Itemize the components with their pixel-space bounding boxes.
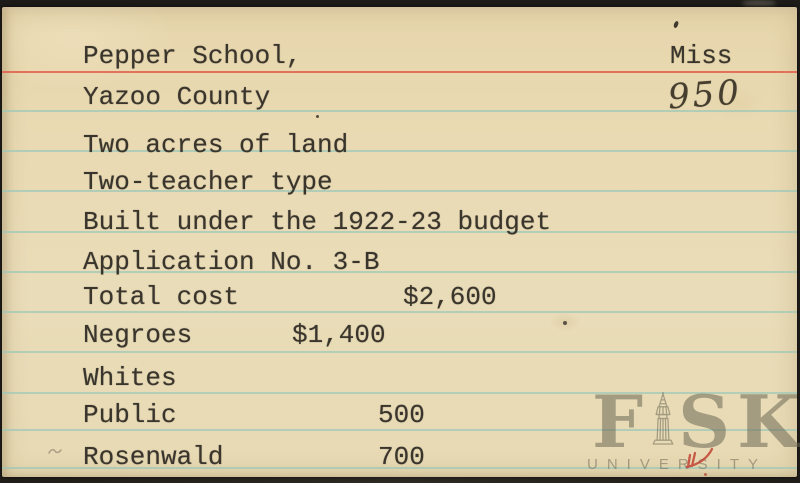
index-card: Pepper School, Miss Yazoo County 950 Two…: [2, 7, 800, 477]
line-value: $1,400: [292, 320, 386, 350]
ink-speck: [563, 321, 567, 325]
line-value: $2,600: [403, 282, 497, 312]
ink-blot: [673, 20, 679, 29]
school-name: Pepper School,: [83, 41, 302, 71]
fisk-letter-f: F: [592, 379, 651, 464]
card-line: Total cost $2,600: [2, 280, 797, 314]
header-row: Pepper School, Miss: [2, 39, 797, 73]
scan-scratch-mark: [742, 0, 776, 7]
card-line: Rosenwald 700: [2, 440, 797, 474]
county-name: Yazoo County: [83, 82, 271, 112]
fisk-wordmark: F SK: [592, 386, 800, 458]
county-row: Yazoo County: [2, 80, 797, 114]
card-line: Two-teacher type: [2, 165, 797, 199]
line-label: Two-teacher type: [83, 167, 333, 197]
card-line: Application No. 3-B: [2, 245, 797, 279]
handwritten-number: 950: [666, 72, 744, 118]
line-label: Whites: [83, 363, 177, 393]
state-abbrev: Miss: [670, 41, 733, 71]
card-line: Built under the 1922-23 budget: [2, 205, 797, 239]
jubilee-tower-icon: [652, 392, 674, 445]
line-label: Built under the 1922-23 budget: [83, 207, 552, 237]
line-label: Two acres of land: [83, 130, 349, 160]
line-value: 500: [378, 400, 425, 430]
line-label: Total cost: [83, 282, 240, 312]
scan-background-top-edge: [0, 0, 800, 8]
fisk-letters-sk: SK: [678, 379, 800, 464]
line-label: Public: [83, 400, 177, 430]
card-line: Negroes $1,400: [2, 318, 797, 352]
red-ink-dot: [704, 473, 707, 476]
card-line: Public 500: [2, 398, 797, 432]
pencil-squiggle: [48, 448, 62, 454]
line-label: Negroes: [83, 320, 193, 350]
line-value: 700: [378, 442, 425, 472]
line-label: Application No. 3-B: [83, 247, 380, 277]
red-pen-mark: [685, 447, 714, 469]
card-line: Two acres of land: [2, 128, 797, 162]
card-line: Whites: [2, 361, 797, 395]
ink-speck: [316, 115, 319, 118]
line-label: Rosenwald: [83, 442, 224, 472]
university-wordmark: UNIVERSITY: [587, 456, 768, 473]
